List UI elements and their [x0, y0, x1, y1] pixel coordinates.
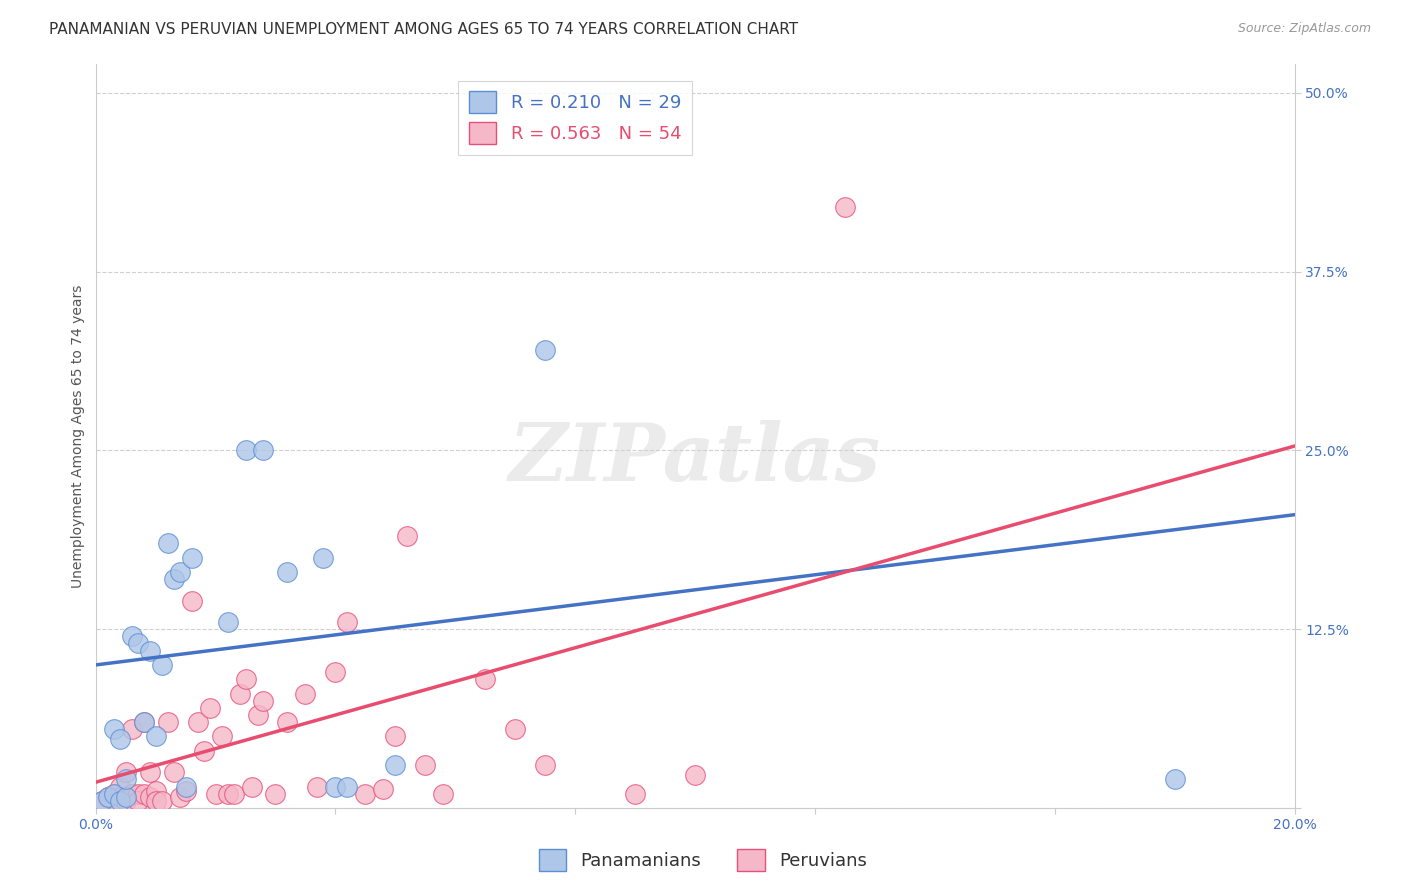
Point [138, 643, 160, 657]
Point [108, 789, 131, 804]
Point [432, 787, 454, 801]
Point [174, 780, 197, 794]
Point [132, 787, 155, 801]
Point [114, 789, 136, 804]
Point [169, 789, 191, 804]
Point [108, 780, 131, 794]
Point [264, 787, 287, 801]
Point [127, 787, 149, 801]
Point [307, 780, 329, 794]
Point [103, 787, 125, 801]
Point [187, 715, 209, 730]
Point [156, 536, 179, 550]
Point [114, 794, 136, 808]
Point [240, 780, 263, 794]
Point [534, 343, 557, 358]
Point [156, 715, 179, 730]
Point [121, 723, 143, 737]
Point [127, 794, 149, 808]
Point [132, 715, 155, 730]
Point [162, 765, 184, 780]
Point [276, 565, 298, 579]
Legend: R = 0.210   N = 29, R = 0.563   N = 54: R = 0.210 N = 29, R = 0.563 N = 54 [458, 80, 692, 155]
Point [1163, 772, 1185, 787]
Point [174, 784, 197, 798]
Point [97, 789, 120, 804]
Point [127, 636, 149, 650]
Point [336, 780, 359, 794]
Point [180, 593, 202, 607]
Point [103, 794, 125, 808]
Point [276, 715, 298, 730]
Point [834, 200, 856, 214]
Point [246, 708, 269, 723]
Point [312, 550, 335, 565]
Point [325, 665, 347, 679]
Point [211, 730, 233, 744]
Point [150, 794, 173, 808]
Point [217, 615, 239, 629]
Point [204, 787, 226, 801]
Point [180, 550, 202, 565]
Point [145, 784, 167, 798]
Point [384, 758, 406, 772]
Point [415, 758, 437, 772]
Point [222, 787, 245, 801]
Point [90, 794, 112, 808]
Point [683, 768, 706, 782]
Text: PANAMANIAN VS PERUVIAN UNEMPLOYMENT AMONG AGES 65 TO 74 YEARS CORRELATION CHART: PANAMANIAN VS PERUVIAN UNEMPLOYMENT AMON… [49, 22, 799, 37]
Point [217, 787, 239, 801]
Point [294, 687, 316, 701]
Point [97, 789, 120, 804]
Point [145, 730, 167, 744]
Point [103, 787, 125, 801]
Point [474, 672, 496, 686]
Point [138, 765, 160, 780]
Point [354, 787, 377, 801]
Point [624, 787, 647, 801]
Point [114, 772, 136, 787]
Point [145, 794, 167, 808]
Point [108, 732, 131, 747]
Point [252, 443, 274, 458]
Point [108, 794, 131, 808]
Point [198, 701, 221, 715]
Text: ZIPatlas: ZIPatlas [509, 419, 882, 497]
Point [396, 529, 419, 543]
Point [252, 694, 274, 708]
Point [169, 565, 191, 579]
Point [235, 672, 257, 686]
Point [138, 789, 160, 804]
Point [103, 723, 125, 737]
Point [228, 687, 250, 701]
Point [325, 780, 347, 794]
Text: Source: ZipAtlas.com: Source: ZipAtlas.com [1237, 22, 1371, 36]
Point [114, 765, 136, 780]
Y-axis label: Unemployment Among Ages 65 to 74 years: Unemployment Among Ages 65 to 74 years [72, 285, 86, 588]
Point [132, 715, 155, 730]
Point [235, 443, 257, 458]
Point [336, 615, 359, 629]
Point [162, 572, 184, 586]
Point [121, 629, 143, 643]
Point [534, 758, 557, 772]
Point [121, 787, 143, 801]
Point [90, 794, 112, 808]
Point [150, 657, 173, 672]
Point [373, 782, 395, 797]
Legend: Panamanians, Peruvians: Panamanians, Peruvians [531, 842, 875, 879]
Point [193, 744, 215, 758]
Point [503, 723, 526, 737]
Point [384, 730, 406, 744]
